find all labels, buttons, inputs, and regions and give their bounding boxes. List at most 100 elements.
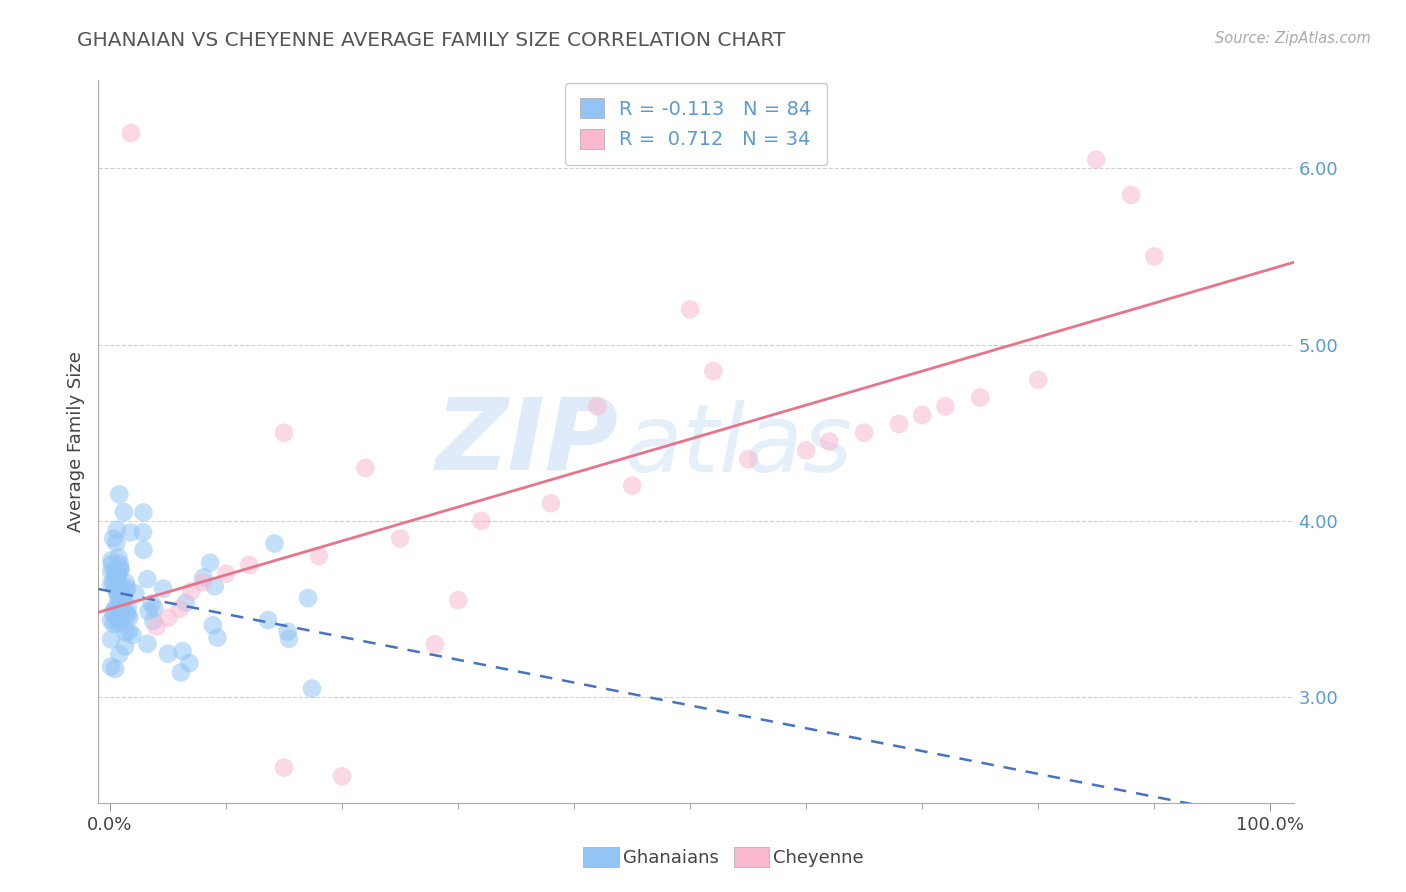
Point	[104, 608, 127, 623]
Point	[107, 591, 129, 605]
Point	[103, 616, 125, 631]
Point	[107, 550, 129, 565]
Point	[934, 399, 956, 413]
Point	[389, 532, 412, 546]
Point	[887, 417, 910, 431]
Point	[169, 602, 191, 616]
Point	[111, 588, 134, 602]
Point	[117, 608, 139, 623]
Point	[143, 601, 166, 615]
Point	[108, 487, 131, 501]
Point	[112, 594, 135, 608]
Point	[540, 496, 562, 510]
Point	[107, 576, 129, 591]
Point	[1119, 187, 1142, 202]
Point	[120, 525, 142, 540]
Point	[174, 596, 197, 610]
Point	[969, 391, 991, 405]
Point	[136, 572, 159, 586]
Point	[702, 364, 724, 378]
Point	[204, 579, 226, 593]
Point	[193, 571, 215, 585]
Point	[100, 659, 122, 673]
Point	[278, 632, 301, 646]
Point	[112, 505, 135, 519]
Point	[215, 566, 238, 581]
Point	[115, 575, 138, 590]
Point	[138, 604, 160, 618]
Point	[141, 597, 163, 611]
Point	[172, 644, 194, 658]
Point	[737, 452, 759, 467]
Point	[132, 542, 155, 557]
Point	[257, 613, 280, 627]
Point	[191, 575, 214, 590]
Legend: R = -0.113   N = 84, R =  0.712   N = 34: R = -0.113 N = 84, R = 0.712 N = 34	[565, 83, 827, 165]
Point	[1026, 373, 1049, 387]
Point	[354, 461, 377, 475]
Point	[156, 647, 179, 661]
Point	[207, 631, 229, 645]
Point	[145, 619, 167, 633]
Point	[152, 582, 174, 596]
Point	[273, 425, 295, 440]
Point	[110, 561, 132, 575]
Point	[447, 593, 470, 607]
Point	[111, 602, 134, 616]
Text: ZIP: ZIP	[436, 393, 619, 490]
Point	[118, 624, 141, 639]
Point	[301, 681, 323, 696]
Point	[198, 556, 221, 570]
Point	[105, 569, 128, 583]
Point	[132, 505, 155, 519]
Point	[124, 586, 146, 600]
Point	[621, 478, 644, 492]
Point	[911, 408, 934, 422]
Point	[105, 535, 128, 549]
Point	[101, 557, 124, 571]
Point	[110, 605, 132, 619]
Point	[115, 606, 138, 620]
Point	[121, 628, 143, 642]
Point	[679, 302, 702, 317]
Point	[103, 532, 125, 546]
Point	[273, 760, 295, 774]
Point	[107, 616, 129, 631]
Point	[330, 769, 353, 783]
Text: atlas: atlas	[624, 400, 852, 491]
Text: Cheyenne: Cheyenne	[773, 849, 863, 867]
Point	[277, 624, 299, 639]
Text: Source: ZipAtlas.com: Source: ZipAtlas.com	[1215, 31, 1371, 46]
Point	[114, 625, 136, 640]
Point	[104, 602, 127, 616]
Point	[105, 599, 128, 613]
Text: Ghanaians: Ghanaians	[623, 849, 718, 867]
Point	[110, 615, 132, 630]
Point	[103, 579, 125, 593]
Point	[180, 584, 202, 599]
Point	[100, 553, 122, 567]
Point	[111, 591, 134, 606]
Point	[120, 126, 142, 140]
Point	[108, 647, 131, 661]
Point	[142, 614, 165, 628]
Point	[105, 583, 128, 598]
Y-axis label: Average Family Size: Average Family Size	[66, 351, 84, 532]
Point	[115, 583, 138, 598]
Point	[103, 566, 125, 580]
Point	[1085, 153, 1108, 167]
Point	[179, 656, 201, 670]
Point	[818, 434, 841, 449]
Point	[103, 575, 125, 590]
Point	[104, 662, 127, 676]
Point	[101, 606, 124, 620]
Point	[110, 593, 132, 607]
Point	[136, 637, 159, 651]
Point	[170, 665, 193, 680]
Point	[100, 565, 122, 579]
Point	[132, 525, 155, 540]
Point	[470, 514, 492, 528]
Point	[110, 563, 132, 577]
Point	[100, 576, 122, 591]
Point	[107, 566, 129, 581]
